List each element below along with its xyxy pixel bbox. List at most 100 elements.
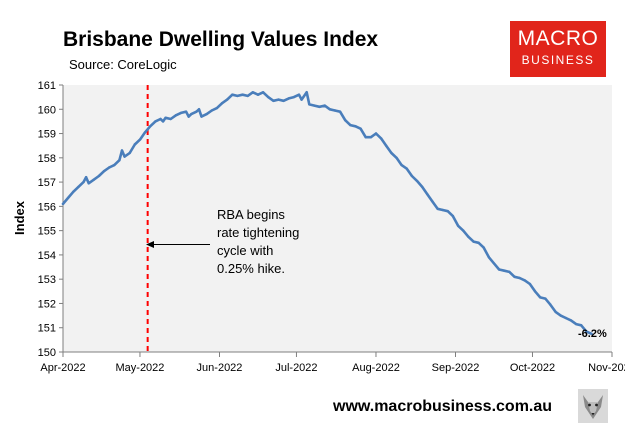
series-point	[184, 110, 188, 113]
series-point	[364, 136, 367, 139]
series-point	[338, 110, 342, 113]
series-point	[549, 303, 552, 306]
series-point	[456, 224, 460, 227]
y-tick-label: 157	[38, 177, 56, 189]
series-point	[328, 108, 331, 111]
y-axis: 150 151 152 153 154 155 156 157 158 159 160 161	[38, 80, 64, 359]
series-point	[544, 297, 547, 300]
series-point	[318, 105, 321, 109]
series-point	[123, 155, 126, 158]
series-point	[143, 131, 147, 134]
series-point	[277, 98, 280, 101]
series-point	[462, 229, 465, 232]
series-point	[513, 275, 516, 278]
chart-source: Source: CoreLogic	[69, 57, 177, 72]
series-point	[187, 115, 190, 118]
series-point	[102, 170, 106, 173]
series-point	[200, 115, 203, 118]
series-point	[390, 151, 393, 155]
rba-annotation-line-4: 0.25% hike.	[217, 261, 285, 276]
series-point	[305, 91, 308, 94]
series-point	[256, 93, 260, 96]
series-point	[436, 207, 439, 210]
website-url: www.macrobusiness.com.au	[333, 398, 553, 415]
series-point	[441, 208, 444, 212]
series-point	[231, 93, 234, 96]
series-point	[323, 104, 326, 107]
rba-annotation-line-1: RBA begins	[217, 207, 285, 222]
series-point	[210, 109, 213, 112]
x-tick-label: May-2022	[116, 362, 165, 374]
series-point	[92, 178, 96, 181]
series-point	[84, 176, 88, 179]
annotation-arrowhead	[146, 241, 154, 248]
series-point	[120, 149, 124, 152]
series-point	[220, 102, 224, 105]
series-point	[590, 332, 593, 335]
series-point	[395, 156, 398, 159]
x-tick-label: Apr-2022	[40, 362, 85, 374]
x-axis: Apr-2022 May-2022 Jun-2022 Jul-2022 Aug-2022…	[40, 351, 625, 374]
series-point	[61, 202, 65, 206]
series-point	[354, 125, 357, 128]
series-point	[118, 159, 121, 162]
series-point	[241, 93, 244, 96]
series-point	[379, 137, 383, 140]
series-point	[164, 116, 167, 120]
series-point	[287, 97, 290, 100]
y-tick-label: 158	[38, 153, 56, 165]
series-point	[236, 94, 239, 98]
series-point	[113, 163, 116, 167]
series-point	[261, 91, 265, 94]
series-point	[190, 112, 193, 116]
series-point	[528, 282, 532, 286]
series-point	[385, 144, 388, 147]
series-point	[66, 196, 70, 200]
series-point	[574, 322, 578, 326]
series-point	[300, 98, 303, 101]
y-tick-label: 153	[38, 274, 56, 286]
series-point	[482, 246, 485, 249]
series-point	[472, 240, 475, 243]
x-tick-label: Sep-2022	[432, 362, 480, 374]
rba-annotation-line-2: rate tightening	[217, 225, 299, 240]
series-point	[133, 143, 136, 146]
series-point	[518, 276, 521, 280]
y-tick-label: 152	[38, 298, 56, 310]
series-point	[508, 270, 511, 274]
series-point	[539, 296, 542, 299]
rba-annotation-line-3: cycle with	[217, 243, 273, 258]
series-point	[292, 95, 296, 99]
series-point	[138, 138, 142, 141]
series-point	[359, 127, 362, 130]
series-point	[415, 179, 419, 183]
x-tick-label: Aug-2022	[352, 362, 400, 374]
series-point	[87, 182, 90, 185]
series-point	[405, 167, 408, 170]
series-point	[451, 214, 455, 218]
series-point	[272, 99, 275, 103]
series-point	[554, 310, 557, 314]
series-point	[82, 180, 85, 184]
series-point	[492, 262, 496, 265]
series-point	[308, 103, 311, 106]
series-point	[569, 319, 573, 322]
series-point	[446, 210, 449, 213]
y-tick-label: 159	[38, 129, 56, 141]
y-tick-label: 155	[38, 226, 56, 238]
series-point	[421, 185, 424, 189]
series-point	[179, 111, 183, 115]
x-tick-label: Jun-2022	[197, 362, 243, 374]
series-point	[374, 132, 378, 135]
series-point	[580, 324, 583, 327]
series-point	[108, 166, 111, 169]
series-point	[128, 151, 131, 155]
series-point	[195, 110, 198, 113]
series-point	[333, 109, 337, 112]
series-point	[251, 91, 254, 94]
series-point	[431, 200, 434, 203]
logo-line-2: BUSINESS	[521, 53, 595, 67]
series-point	[477, 241, 480, 244]
y-tick-label: 156	[38, 201, 56, 213]
